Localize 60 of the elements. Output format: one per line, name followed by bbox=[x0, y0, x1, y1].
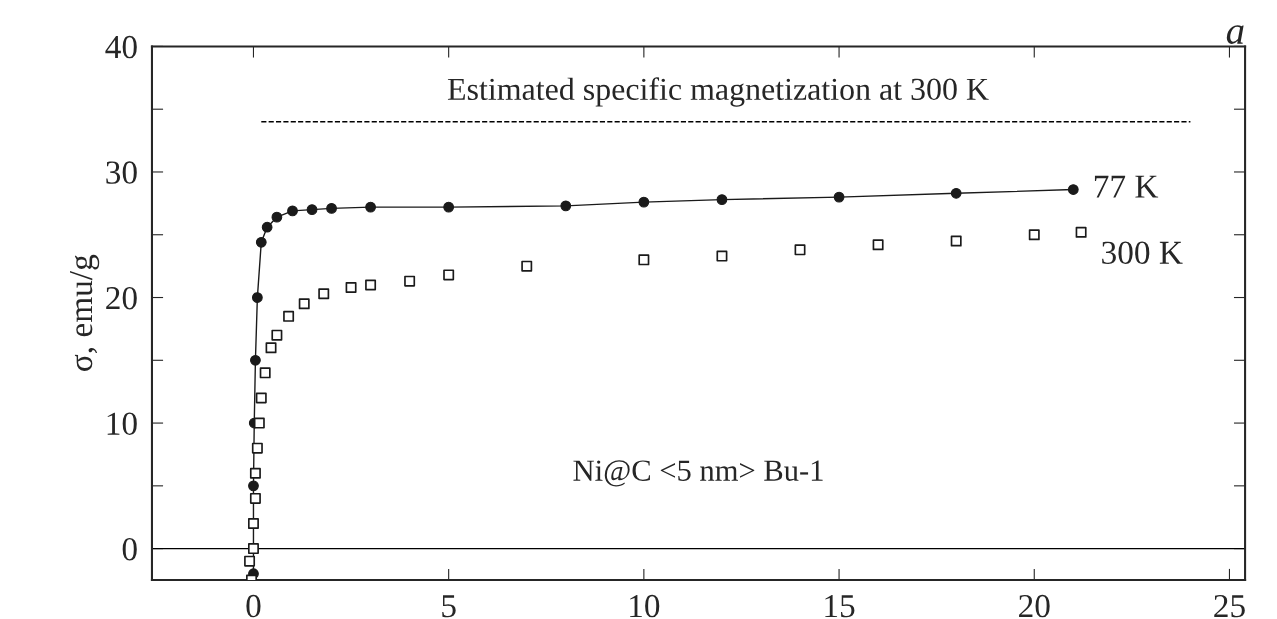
point bbox=[560, 200, 572, 212]
point bbox=[950, 235, 962, 247]
point bbox=[261, 221, 273, 233]
point bbox=[253, 417, 265, 429]
point bbox=[443, 269, 455, 281]
point bbox=[318, 288, 330, 300]
point bbox=[265, 342, 277, 354]
legend-label: 300 K bbox=[1102, 241, 1183, 265]
legend-label: 77 K bbox=[1094, 175, 1159, 198]
annotation: Ni@C <5 nm> Bu-1 bbox=[573, 460, 823, 487]
point bbox=[259, 367, 271, 379]
point bbox=[794, 244, 806, 256]
x-tick-label: 20 bbox=[1019, 594, 1050, 618]
y-tick-label: 40 bbox=[105, 35, 137, 59]
x-tick-label: 25 bbox=[1214, 594, 1245, 618]
point bbox=[716, 194, 728, 205]
point bbox=[345, 281, 357, 293]
point bbox=[872, 239, 884, 251]
ref-line-label: Estimated specific magnetization at 300 K bbox=[447, 77, 989, 107]
point bbox=[250, 354, 261, 366]
point bbox=[521, 260, 533, 272]
point bbox=[255, 392, 267, 404]
point bbox=[443, 201, 455, 213]
point bbox=[716, 250, 728, 262]
y-tick-label: 20 bbox=[106, 286, 137, 310]
point bbox=[249, 467, 261, 479]
x-tick-label: 15 bbox=[825, 595, 855, 618]
point bbox=[306, 204, 318, 216]
point bbox=[638, 254, 650, 266]
point bbox=[248, 480, 259, 492]
x-tick-label: 10 bbox=[630, 594, 660, 618]
point bbox=[271, 329, 283, 341]
point bbox=[287, 205, 298, 217]
point bbox=[1075, 226, 1087, 238]
point bbox=[249, 492, 261, 504]
point bbox=[251, 292, 263, 303]
point bbox=[638, 196, 650, 208]
point bbox=[1067, 184, 1079, 195]
point bbox=[247, 543, 259, 555]
y-axis-title: σ, emu/g bbox=[70, 254, 100, 371]
point bbox=[255, 236, 267, 248]
point bbox=[365, 201, 376, 213]
x-tick-label: 0 bbox=[246, 594, 261, 618]
chart-title: a bbox=[1226, 25, 1244, 45]
y-tick-label: 10 bbox=[107, 412, 137, 435]
y-tick-label: 30 bbox=[106, 161, 137, 184]
point bbox=[950, 187, 962, 199]
point bbox=[247, 518, 259, 530]
point bbox=[283, 310, 295, 322]
point bbox=[1028, 229, 1040, 241]
point bbox=[833, 191, 845, 203]
point bbox=[365, 279, 377, 291]
point bbox=[244, 555, 256, 567]
point bbox=[251, 442, 263, 454]
y-tick-label: 0 bbox=[122, 538, 137, 561]
point bbox=[298, 298, 310, 310]
point bbox=[326, 203, 337, 214]
point bbox=[404, 275, 416, 287]
x-tick-label: 5 bbox=[442, 595, 456, 618]
point bbox=[271, 211, 283, 223]
